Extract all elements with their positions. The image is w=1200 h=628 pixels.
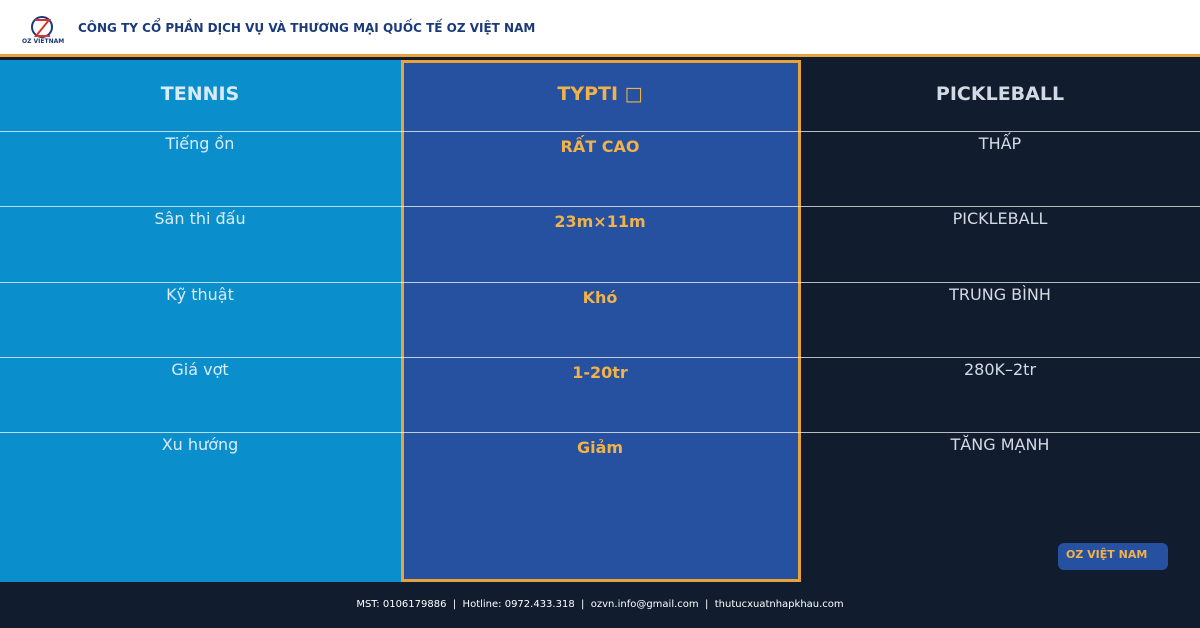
table-cell: TĂNG MẠNH bbox=[950, 435, 1050, 455]
column-header: TYPTI □ bbox=[557, 83, 643, 105]
table-cell: 1-20tr bbox=[572, 362, 628, 382]
table-cell: Kỹ thuật bbox=[166, 284, 234, 304]
row-divider bbox=[0, 206, 1200, 208]
column-bg bbox=[401, 60, 801, 582]
row-divider bbox=[0, 432, 1200, 434]
logo-text: OZ VIETNAM bbox=[22, 38, 65, 45]
footer: MST: 0106179886 | Hotline: 0972.433.318 … bbox=[0, 582, 1200, 628]
table-cell: Khó bbox=[582, 287, 618, 307]
table-cell: Xu hướng bbox=[161, 435, 239, 455]
table-cell: Giá vợt bbox=[171, 359, 229, 379]
table-cell: RẤT CAO bbox=[560, 137, 640, 156]
column-header: TENNIS bbox=[160, 83, 240, 105]
column-header: PICKLEBALL bbox=[935, 83, 1065, 105]
table-cell: 23m×11m bbox=[554, 212, 646, 232]
header: OZ VIETNAM CÔNG TY CỔ PHẦN DỊCH VỤ VÀ TH… bbox=[0, 0, 1200, 57]
table-cell: Giảm bbox=[576, 438, 624, 458]
company-name: CÔNG TY CỔ PHẦN DỊCH VỤ VÀ THƯƠNG MẠI QU… bbox=[78, 21, 536, 35]
column-bg bbox=[0, 60, 401, 582]
table-cell: Tiếng ồn bbox=[165, 134, 235, 153]
badge: OZ VIỆT NAM bbox=[1058, 543, 1168, 570]
logo bbox=[31, 16, 53, 38]
row-divider bbox=[0, 131, 1200, 132]
row-divider bbox=[0, 281, 1200, 283]
table-cell: TRUNG BÌNH bbox=[949, 284, 1051, 304]
table-cell: THẤP bbox=[978, 134, 1022, 153]
row-divider bbox=[0, 356, 1200, 358]
column-bg bbox=[801, 60, 1200, 582]
table-cell: Sân thi đấu bbox=[154, 209, 246, 229]
table-cell: 280K–2tr bbox=[963, 359, 1037, 379]
table-cell: PICKLEBALL bbox=[952, 209, 1048, 229]
